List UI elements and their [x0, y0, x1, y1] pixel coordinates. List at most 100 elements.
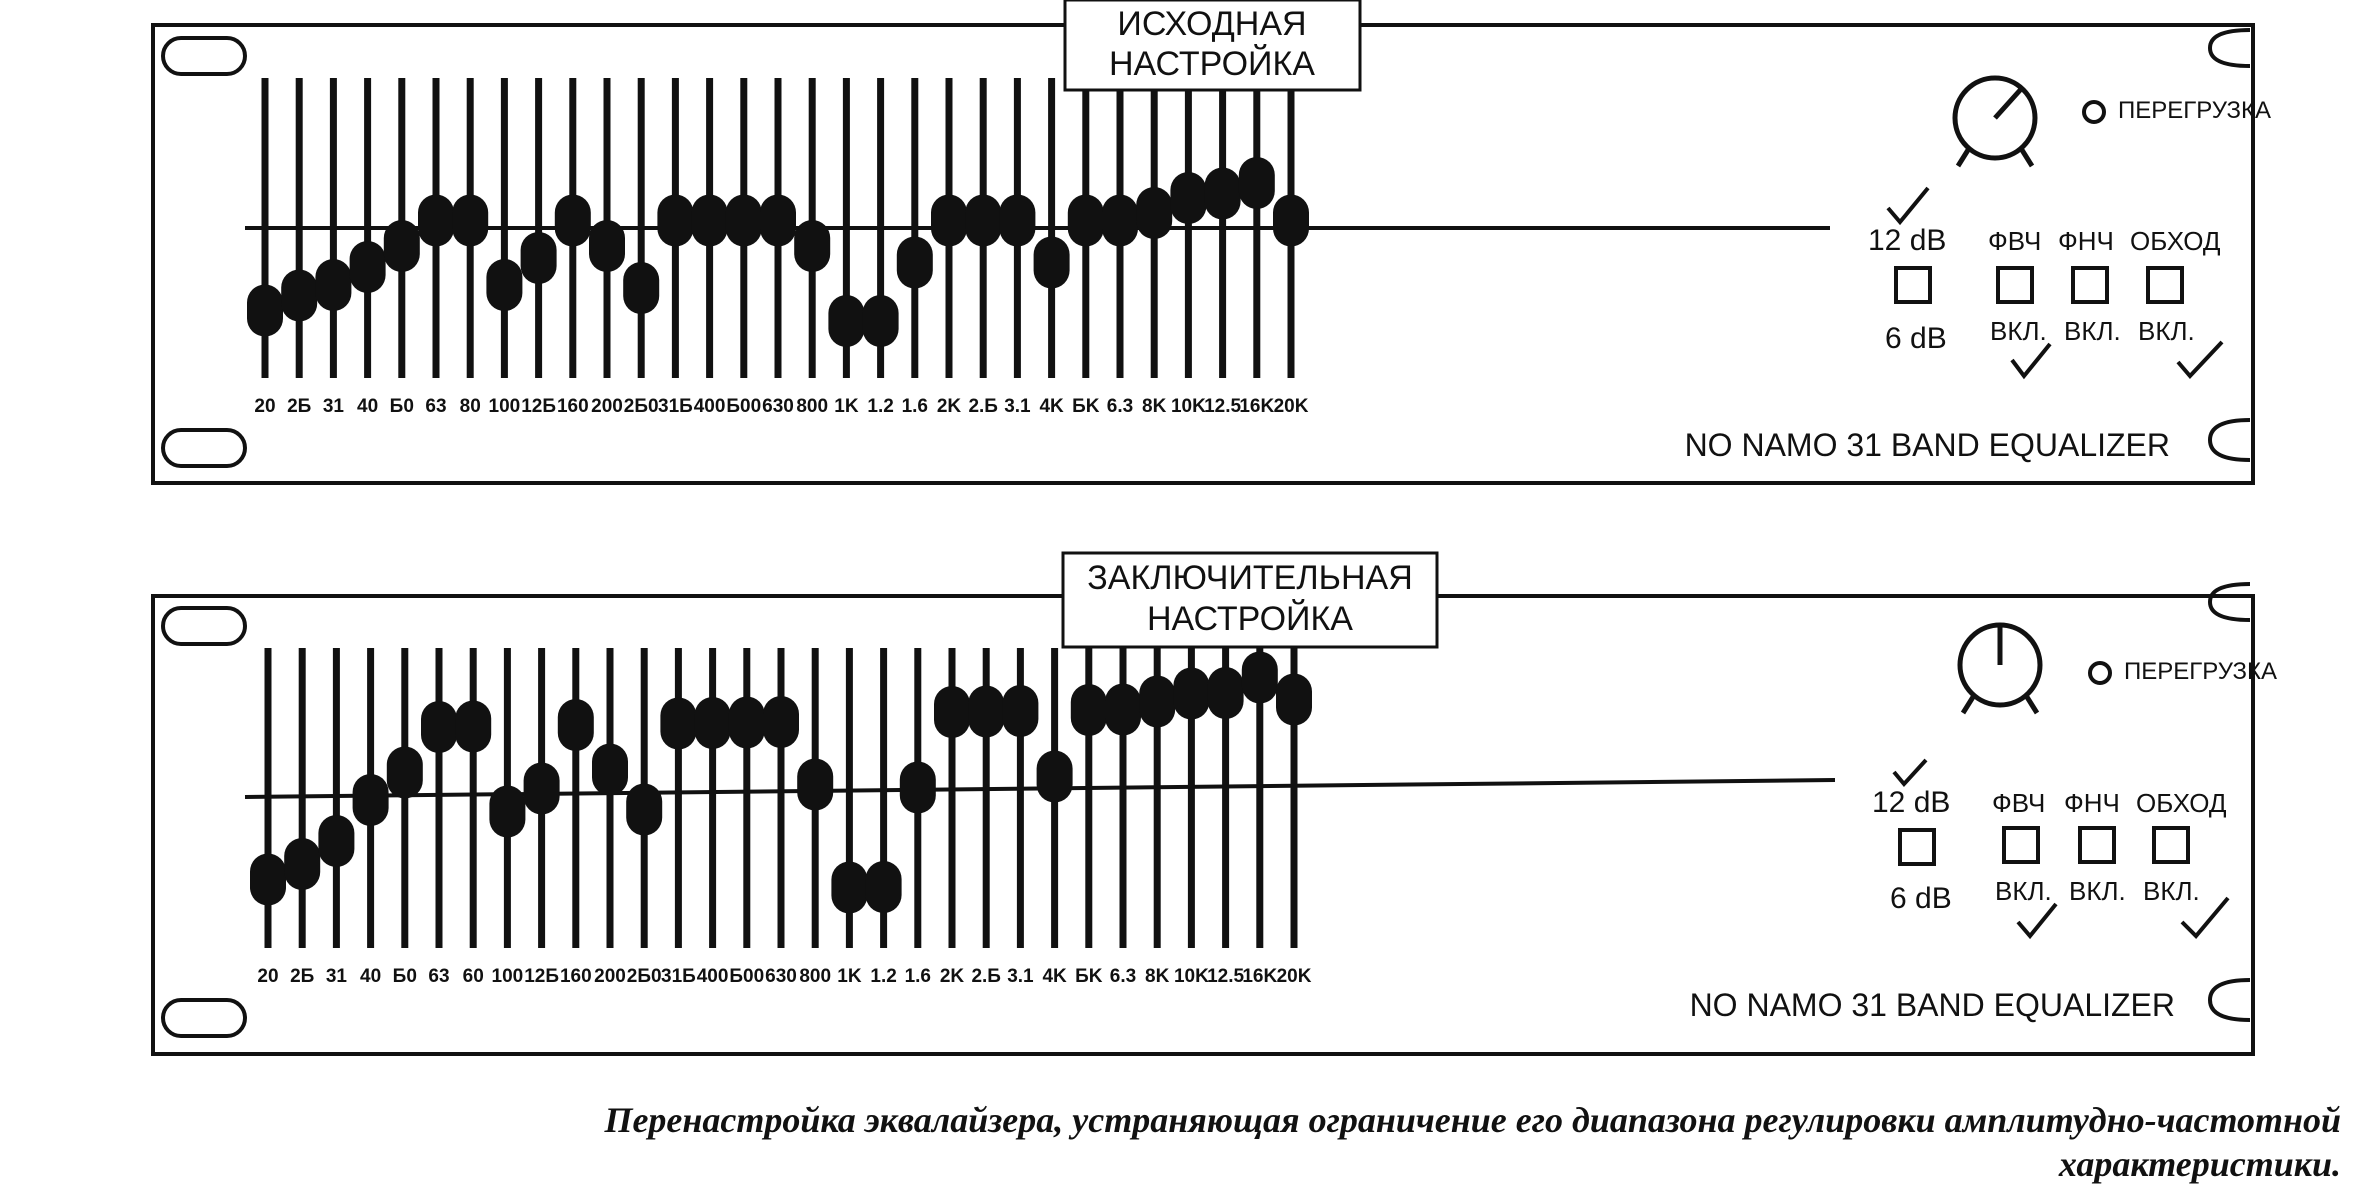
slider-knob-20[interactable]	[250, 853, 286, 906]
slider-knob-250[interactable]	[623, 262, 660, 314]
frequency-labels: 20 2Б 31 40 Б0 63 80 100 12Б 160 200 2Б0 31Б 400 Б00 63…	[254, 396, 1308, 417]
frequency-label-2.5: 2.Б	[971, 966, 1001, 987]
slider-knob-1.2[interactable]	[865, 861, 902, 913]
panel-title-box	[1061, 551, 1439, 649]
slider-knob-5K[interactable]	[1067, 194, 1104, 247]
slider-knob-250[interactable]	[626, 783, 663, 836]
frequency-label-1.2: 1.2	[870, 966, 896, 987]
slider-knob-16K[interactable]	[1238, 157, 1275, 209]
frequency-label-12.5: 12.5	[1207, 966, 1244, 987]
range-switch-button[interactable]	[1898, 828, 1936, 866]
slider-knob-125[interactable]	[523, 762, 560, 815]
slider-knob-63[interactable]	[421, 701, 457, 753]
slider-knob-20[interactable]	[247, 284, 283, 337]
slider-knob-630[interactable]	[760, 194, 796, 247]
slider-knob-31[interactable]	[318, 815, 355, 867]
mounting-slot	[161, 606, 247, 646]
slider-knob-315[interactable]	[660, 697, 697, 750]
slider-knob-630[interactable]	[763, 696, 799, 748]
slider-knob-2K[interactable]	[934, 686, 970, 738]
slider-knob-50[interactable]	[386, 746, 423, 799]
panel-title-box	[1063, 0, 1362, 92]
frequency-label-40: 40	[357, 396, 378, 417]
slider-knob-1.2[interactable]	[862, 295, 899, 347]
bypass-label: ОБХОД	[2130, 226, 2221, 256]
slider-knob-800[interactable]	[797, 758, 834, 811]
slider-knob-31[interactable]	[315, 259, 352, 311]
hpf-switch-button[interactable]	[1996, 266, 2034, 304]
slider-knob-12.5[interactable]	[1207, 667, 1244, 719]
frequency-label-5K: БK	[1075, 966, 1103, 987]
slider-knob-100[interactable]	[486, 259, 523, 311]
slider-knob-160[interactable]	[557, 699, 594, 751]
slider-knob-6.3[interactable]	[1102, 194, 1138, 247]
slider-knob-500[interactable]	[725, 194, 762, 247]
brand-label: NO NAMO 31 BAND EQUALIZER	[1690, 987, 2175, 1023]
slider-knob-20K[interactable]	[1273, 194, 1309, 247]
slider-knob-6.3[interactable]	[1105, 683, 1141, 736]
slider-knob-800[interactable]	[794, 220, 831, 272]
slider-knob-200[interactable]	[592, 743, 628, 796]
slider-knob-1K[interactable]	[828, 295, 865, 347]
slider-knob-80[interactable]	[452, 194, 489, 247]
check-mark-icon	[1892, 758, 1928, 788]
bypass-switch-button[interactable]	[2146, 266, 2184, 304]
slider-knob-40[interactable]	[349, 241, 386, 293]
slider-knob-25[interactable]	[281, 269, 318, 322]
frequency-label-315: 31Б	[658, 396, 693, 417]
gain-knob[interactable]	[1957, 622, 2043, 715]
slider-knob-50[interactable]	[383, 220, 420, 272]
slider-knob-4K[interactable]	[1036, 750, 1073, 803]
slider-knob-315[interactable]	[657, 194, 694, 247]
hpf-switch-button[interactable]	[2002, 826, 2040, 864]
slider-knob-500[interactable]	[728, 696, 765, 749]
range-switch-button[interactable]	[1894, 266, 1932, 304]
hpf-on-label: ВКЛ.	[1995, 876, 2052, 906]
gain-knob[interactable]	[1952, 75, 2038, 168]
lpf-switch-button[interactable]	[2078, 826, 2116, 864]
overload-led	[2082, 100, 2106, 124]
slider-knob-160[interactable]	[554, 194, 591, 247]
slider-knob-400[interactable]	[691, 194, 728, 247]
slider-knob-1K[interactable]	[831, 861, 868, 914]
overload-label: ПЕРЕГРУЗКА	[2118, 97, 2271, 124]
frequency-label-63: 63	[425, 396, 446, 417]
slider-knob-10K[interactable]	[1170, 172, 1207, 224]
slider-knob-400[interactable]	[694, 697, 731, 749]
slider-knob-3.1[interactable]	[999, 194, 1036, 247]
bypass-switch-button[interactable]	[2152, 826, 2190, 864]
slider-knob-125[interactable]	[520, 232, 557, 284]
frequency-label-80: 80	[460, 396, 481, 417]
slider-knob-1.6[interactable]	[899, 761, 936, 814]
frequency-label-63: 63	[428, 966, 449, 987]
frequency-label-80: 60	[463, 966, 484, 987]
caption-line-1: Перенастройка эквалайзера, устраняющая о…	[604, 1100, 2341, 1140]
slider-knob-100[interactable]	[489, 785, 526, 838]
frequency-label-3.1: 3.1	[1004, 396, 1031, 417]
slider-knob-4K[interactable]	[1033, 236, 1070, 289]
hpf-on-label: ВКЛ.	[1990, 316, 2047, 346]
slider-knob-3.1[interactable]	[1002, 685, 1039, 737]
slider-knob-1.6[interactable]	[896, 236, 933, 289]
slider-knob-16K[interactable]	[1241, 651, 1278, 704]
slider-knob-5K[interactable]	[1070, 684, 1107, 736]
slider-knob-12.5[interactable]	[1204, 167, 1241, 220]
slider-knob-2.5[interactable]	[968, 685, 1005, 738]
slider-knob-10K[interactable]	[1173, 667, 1210, 720]
frequency-label-8K: 8K	[1142, 396, 1167, 417]
lpf-switch-button[interactable]	[2071, 266, 2109, 304]
frequency-label-31: 31	[326, 966, 348, 987]
slider-knob-8K[interactable]	[1136, 187, 1173, 239]
slider-knob-63[interactable]	[418, 194, 454, 247]
slider-knob-8K[interactable]	[1139, 675, 1176, 728]
frequency-label-2K: 2K	[940, 966, 965, 987]
slider-knob-25[interactable]	[284, 838, 321, 890]
frequency-label-6.3: 6.3	[1107, 396, 1133, 417]
slider-knob-20K[interactable]	[1276, 673, 1312, 726]
slider-knob-40[interactable]	[352, 774, 389, 826]
slider-knob-80[interactable]	[455, 700, 492, 753]
slider-knob-2K[interactable]	[931, 194, 967, 247]
slider-knob-200[interactable]	[589, 220, 625, 272]
slider-knob-2.5[interactable]	[965, 194, 1002, 247]
range-6db-label: 6 dB	[1890, 882, 1952, 915]
